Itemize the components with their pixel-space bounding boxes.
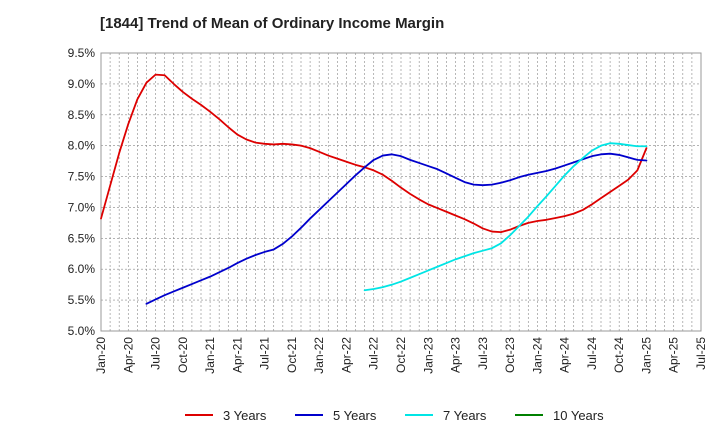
x-tick-label: Oct-23 (503, 337, 517, 373)
x-tick-label: Jan-23 (421, 337, 435, 374)
y-tick-label: 7.0% (68, 200, 96, 214)
x-tick-label: Apr-20 (121, 337, 135, 373)
x-tick-label: Jan-22 (312, 337, 326, 374)
y-tick-label: 9.5% (68, 46, 96, 60)
x-tick-label: Oct-21 (285, 337, 299, 373)
y-tick-label: 8.5% (68, 108, 96, 122)
legend-label: 10 Years (553, 408, 604, 423)
legend-label: 7 Years (443, 408, 487, 423)
y-tick-label: 8.0% (68, 139, 96, 153)
x-tick-label: Apr-24 (558, 337, 572, 373)
x-tick-label: Jan-25 (639, 337, 653, 374)
x-tick-label: Jan-21 (203, 337, 217, 374)
series-line-1 (100, 73, 648, 234)
x-tick-label: Oct-22 (394, 337, 408, 373)
y-tick-label: 5.0% (68, 324, 96, 338)
x-tick-label: Apr-22 (339, 337, 353, 373)
legend: 3 Years 5 Years 7 Years 10 Years (185, 408, 604, 423)
x-tick-label: Jan-20 (94, 337, 108, 374)
legend-label: 3 Years (223, 408, 267, 423)
grid (101, 53, 701, 331)
x-tick-label: Jul-22 (367, 337, 381, 370)
y-axis-ticks: 5.0% 5.5% 6.0% 6.5% 7.0% 7.5% 8.0% 8.5% 9.0% 9.5% (68, 46, 96, 338)
series-line-3 (363, 142, 648, 292)
series-lines (100, 73, 648, 305)
y-tick-label: 9.0% (68, 77, 96, 91)
x-tick-label: Jan-24 (530, 337, 544, 374)
x-tick-label: Jul-20 (149, 337, 163, 370)
x-tick-label: Apr-23 (449, 337, 463, 373)
x-axis-ticks: Jan-20 Apr-20 Jul-20 Oct-20 Jan-21 Apr-21 Jul-… (94, 337, 708, 374)
y-tick-label: 6.0% (68, 262, 96, 276)
x-tick-label: Jul-25 (694, 337, 708, 370)
x-tick-label: Apr-25 (667, 337, 681, 373)
x-tick-label: Jul-24 (585, 337, 599, 370)
x-tick-label: Oct-20 (176, 337, 190, 373)
chart-title: [1844] Trend of Mean of Ordinary Income … (100, 15, 445, 32)
x-tick-label: Oct-24 (612, 337, 626, 373)
plot-frame (100, 52, 702, 332)
x-tick-label: Apr-21 (230, 337, 244, 373)
y-tick-label: 7.5% (68, 170, 96, 184)
y-tick-label: 5.5% (68, 293, 96, 307)
x-tick-label: Jul-23 (476, 337, 490, 370)
x-tick-label: Jul-21 (258, 337, 272, 370)
series-line-2 (145, 152, 648, 305)
y-tick-label: 6.5% (68, 231, 96, 245)
legend-label: 5 Years (333, 408, 377, 423)
